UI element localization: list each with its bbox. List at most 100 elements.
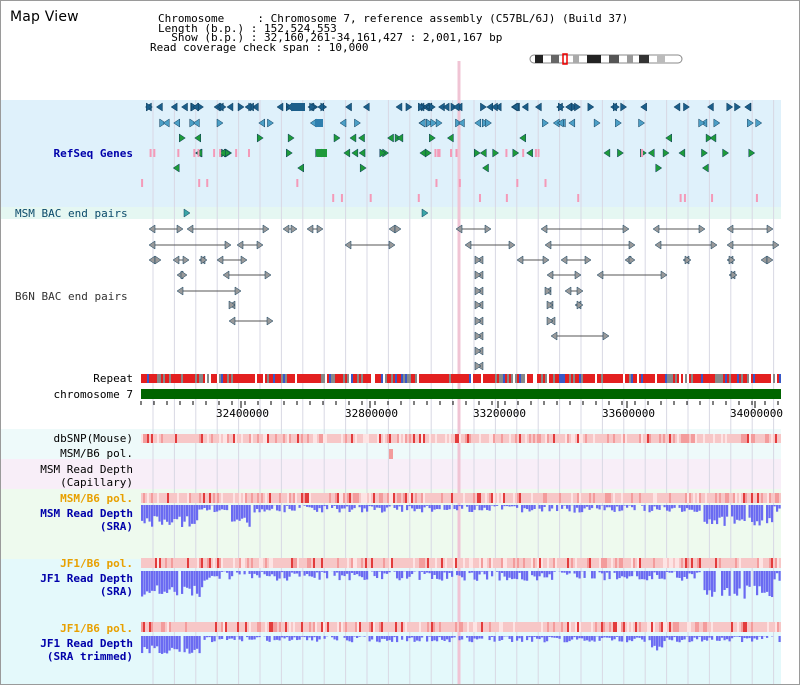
repeat-segment <box>743 374 745 383</box>
pol-cell <box>323 558 325 568</box>
gene-mark <box>418 118 426 128</box>
track-label-b6n-bac[interactable]: B6N BAC end pairs <box>15 290 128 303</box>
pol-cell <box>413 622 415 632</box>
track-label-jf1-b6-pol-2[interactable]: JF1/B6 pol. <box>60 622 133 635</box>
depth-bar <box>608 571 611 580</box>
refseq-mark <box>197 149 200 157</box>
depth-bar <box>733 571 736 594</box>
gene-mark <box>189 118 197 128</box>
pol-cell <box>199 434 201 443</box>
pol-cell <box>245 558 247 568</box>
pol-cell <box>705 622 707 632</box>
pol-cell <box>289 622 291 632</box>
pol-cell <box>591 622 593 632</box>
repeat-segment <box>205 374 207 383</box>
track-label-jf1-b6-pol-1[interactable]: JF1/B6 pol. <box>60 557 133 570</box>
depth-bar <box>653 636 656 646</box>
track-label-msm-b6-pol-2[interactable]: MSM/B6 pol. <box>60 492 133 505</box>
depth-bar <box>481 571 484 572</box>
depth-bar <box>213 505 216 513</box>
depth-bar <box>178 636 181 652</box>
pol-cell <box>421 622 423 632</box>
track-label-jf1-depth-sra[interactable]: JF1 Read Depth (SRA) <box>40 572 133 598</box>
pol-cell <box>517 493 519 503</box>
pol-cell <box>161 493 163 503</box>
pol-cell <box>201 558 203 568</box>
pol-cell <box>149 558 151 568</box>
depth-bar <box>411 636 414 638</box>
track-label-refseq[interactable]: RefSeq Genes <box>53 147 133 160</box>
pol-cell <box>397 622 399 632</box>
depth-bar <box>433 571 436 576</box>
track-label-jf1-depth-trimmed[interactable]: JF1 Read Depth (SRA trimmed) <box>40 637 133 663</box>
chromosome-ideogram[interactable] <box>529 53 685 65</box>
track-label-msm-depth-capillary[interactable]: MSM Read Depth (Capillary) <box>40 463 133 489</box>
pol-cell <box>443 558 445 568</box>
track-label-msm-b6-pol-1[interactable]: MSM/B6 pol. <box>60 447 133 460</box>
track-label-dbsnp[interactable]: dbSNP(Mouse) <box>53 432 133 445</box>
pol-cell <box>339 622 341 632</box>
depth-bar <box>146 636 149 649</box>
depth-bar <box>706 571 709 595</box>
pol-cell <box>187 493 189 503</box>
bac-end-mark <box>508 240 516 250</box>
pol-cell <box>215 493 217 503</box>
repeat-segment <box>501 374 503 383</box>
pol-cell <box>291 622 293 632</box>
pol-cell <box>417 493 419 503</box>
pol-cell <box>461 493 463 503</box>
depth-bar <box>323 571 326 573</box>
pol-cell <box>195 622 197 632</box>
depth-bar <box>333 505 336 506</box>
depth-bar <box>451 636 454 638</box>
pol-cell <box>433 622 435 632</box>
depth-bar <box>346 571 349 574</box>
pol-cell <box>341 558 343 568</box>
pol-cell <box>383 434 385 443</box>
pol-cell <box>381 493 383 503</box>
repeat-segment <box>315 374 317 383</box>
depth-bar <box>168 505 171 525</box>
depth-bar <box>723 505 726 526</box>
gene-mark <box>744 102 751 112</box>
depth-bar <box>666 636 669 638</box>
pol-cell <box>511 434 513 443</box>
gene-mark <box>526 148 533 158</box>
pol-cell <box>173 622 175 632</box>
pol-cell <box>303 622 305 632</box>
pol-cell <box>177 622 179 632</box>
track-label-msm-depth-sra[interactable]: MSM Read Depth (SRA) <box>40 507 133 533</box>
track-label-msm-bac[interactable]: MSM BAC end pairs <box>15 207 128 220</box>
pol-cell <box>713 493 715 503</box>
repeat-segment <box>187 374 189 383</box>
depth-bar <box>178 505 181 517</box>
gene-mark <box>638 118 646 128</box>
pol-cell <box>399 622 401 632</box>
pol-cell <box>697 434 699 443</box>
depth-bar <box>683 505 686 512</box>
pol-cell <box>359 558 361 568</box>
pol-cell <box>503 434 505 443</box>
pol-cell <box>215 622 217 632</box>
depth-bar <box>761 571 764 593</box>
pol-cell <box>689 558 691 568</box>
track-label-chromosome[interactable]: chromosome 7 <box>53 388 133 401</box>
bac-end-mark <box>282 224 290 234</box>
repeat-segment <box>681 374 683 383</box>
pol-cell <box>367 493 369 503</box>
repeat-segment <box>445 374 447 383</box>
pol-cell <box>613 558 615 568</box>
pol-cell <box>497 434 499 443</box>
pol-cell <box>437 434 439 443</box>
gene-mark <box>457 118 465 128</box>
pol-cell <box>591 493 593 503</box>
pol-cell <box>465 493 467 503</box>
depth-bar <box>373 505 376 510</box>
pol-cell <box>325 558 327 568</box>
pol-cell <box>773 493 775 503</box>
pol-cell <box>147 434 149 443</box>
pol-cell <box>159 434 161 443</box>
pol-cell <box>635 558 637 568</box>
track-label-repeat[interactable]: Repeat <box>93 372 133 385</box>
